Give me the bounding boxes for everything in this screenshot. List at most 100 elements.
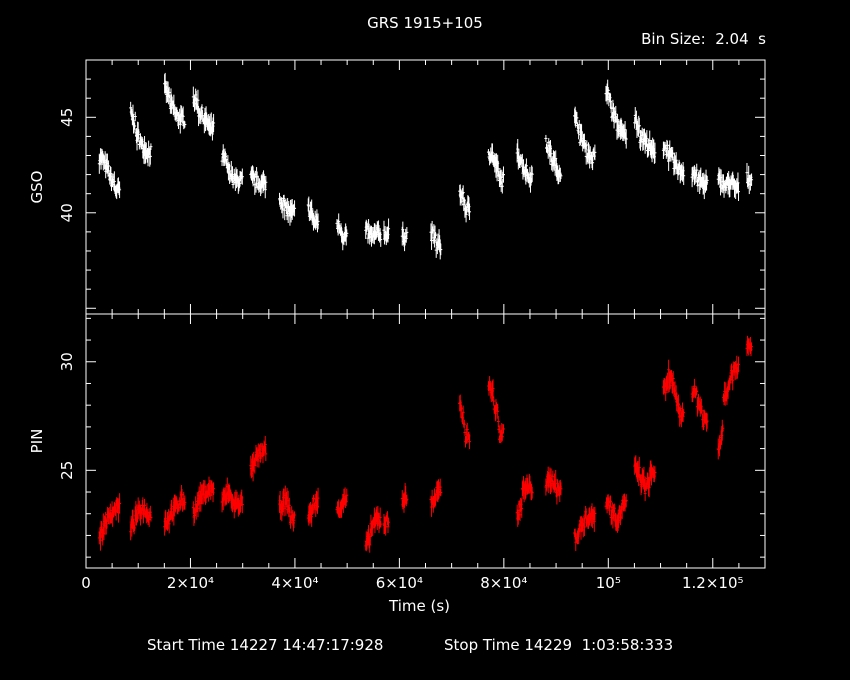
gso-point: [544, 134, 552, 165]
pin-point: [677, 402, 686, 428]
gso-point: [278, 192, 286, 219]
pin-point: [620, 493, 628, 519]
pin-point: [178, 485, 187, 512]
pin-point: [497, 423, 505, 444]
pin-point: [259, 435, 268, 464]
gso-point: [225, 155, 234, 184]
gso-point: [288, 199, 297, 226]
gso-point: [515, 139, 524, 170]
gso-point: [220, 144, 229, 169]
gso-point: [609, 99, 618, 129]
gso-point: [335, 213, 344, 243]
gso-point: [648, 137, 657, 164]
pin-point: [672, 381, 680, 415]
gso-point: [374, 220, 383, 247]
gso-point: [306, 196, 315, 226]
x-tick-label: 1.2×10⁵: [682, 574, 744, 592]
gso-point: [207, 112, 216, 141]
pin-point: [583, 505, 592, 529]
pin-point: [283, 485, 291, 517]
pin-series: [97, 335, 754, 553]
pin-point: [311, 487, 320, 517]
gso-point: [721, 172, 730, 198]
gso-point: [554, 158, 563, 185]
pin-point: [638, 466, 647, 496]
pin-point: [648, 460, 657, 486]
pin-point: [236, 489, 244, 517]
pin-point: [695, 394, 704, 417]
pin-point: [278, 488, 286, 522]
pin-point: [732, 355, 741, 381]
gso-point: [732, 172, 741, 201]
gso-point: [108, 166, 116, 192]
gso-point: [588, 144, 597, 171]
start-time-label: Start Time 14227 14:47:17:928: [147, 636, 384, 654]
pin-axis-label: PIN: [28, 429, 46, 454]
pin-point: [144, 503, 153, 527]
gso-point: [400, 221, 409, 252]
pin-point: [554, 479, 563, 505]
pin-point: [108, 501, 116, 527]
pin-point: [382, 511, 391, 536]
pin-point: [129, 506, 137, 541]
x-tick-label: 6×10⁴: [376, 574, 423, 592]
pin-point: [463, 422, 472, 450]
gso-point: [549, 145, 558, 176]
gso-point: [129, 101, 137, 134]
axis-ticks: [85, 59, 766, 568]
pin-point: [614, 505, 623, 533]
stop-time-label: Stop Time 14229 1:03:58:333: [444, 636, 674, 654]
pin-point: [492, 396, 500, 427]
bin-size-label: Bin Size: 2.04 s: [641, 30, 766, 48]
gso-point: [701, 169, 709, 200]
pin-point: [434, 478, 443, 503]
pin-point: [335, 499, 344, 519]
gso-point: [144, 140, 153, 167]
pin-point: [400, 483, 409, 513]
pin-point: [288, 506, 297, 532]
pin-point: [306, 497, 315, 527]
gso-point: [134, 121, 142, 151]
gso-point: [695, 167, 704, 194]
pin-point: [544, 466, 552, 496]
pin-point: [168, 494, 176, 526]
gso-point: [526, 165, 534, 193]
gso-point: [340, 223, 349, 251]
x-tick-label: 8×10⁴: [480, 574, 527, 592]
gso-point: [458, 184, 466, 212]
pin-point: [633, 455, 641, 487]
gso-point: [672, 152, 680, 181]
gso-frame: [85, 59, 766, 315]
pin-point: [207, 476, 216, 503]
pin-point: [369, 507, 378, 537]
pin-point: [249, 452, 257, 482]
x-tick-label: 2×10⁴: [167, 574, 214, 592]
pin-point: [374, 505, 383, 533]
gso-point: [620, 119, 628, 149]
pin-point: [486, 376, 495, 403]
pin-point: [191, 492, 200, 526]
pin-point: [643, 467, 652, 501]
gso-ytick-label: 40: [58, 203, 76, 222]
gso-point: [486, 143, 495, 166]
pin-point: [701, 409, 709, 432]
pin-point: [515, 497, 524, 527]
gso-point: [492, 152, 500, 182]
gso-point: [727, 170, 735, 198]
pin-point: [520, 474, 529, 503]
pin-point: [690, 378, 699, 403]
gso-point: [434, 229, 443, 260]
pin-point: [549, 468, 558, 493]
gso-point: [139, 136, 148, 165]
gso-point: [231, 166, 239, 191]
gso-point: [690, 163, 699, 188]
gso-point: [578, 123, 586, 152]
pin-point: [578, 515, 586, 540]
pin-point: [231, 489, 239, 519]
gso-point: [259, 170, 268, 199]
pin-ytick-label: 25: [58, 461, 76, 480]
x-tick-label: 0: [81, 574, 91, 592]
pin-ytick-label: 30: [58, 352, 76, 371]
gso-point: [168, 88, 176, 116]
